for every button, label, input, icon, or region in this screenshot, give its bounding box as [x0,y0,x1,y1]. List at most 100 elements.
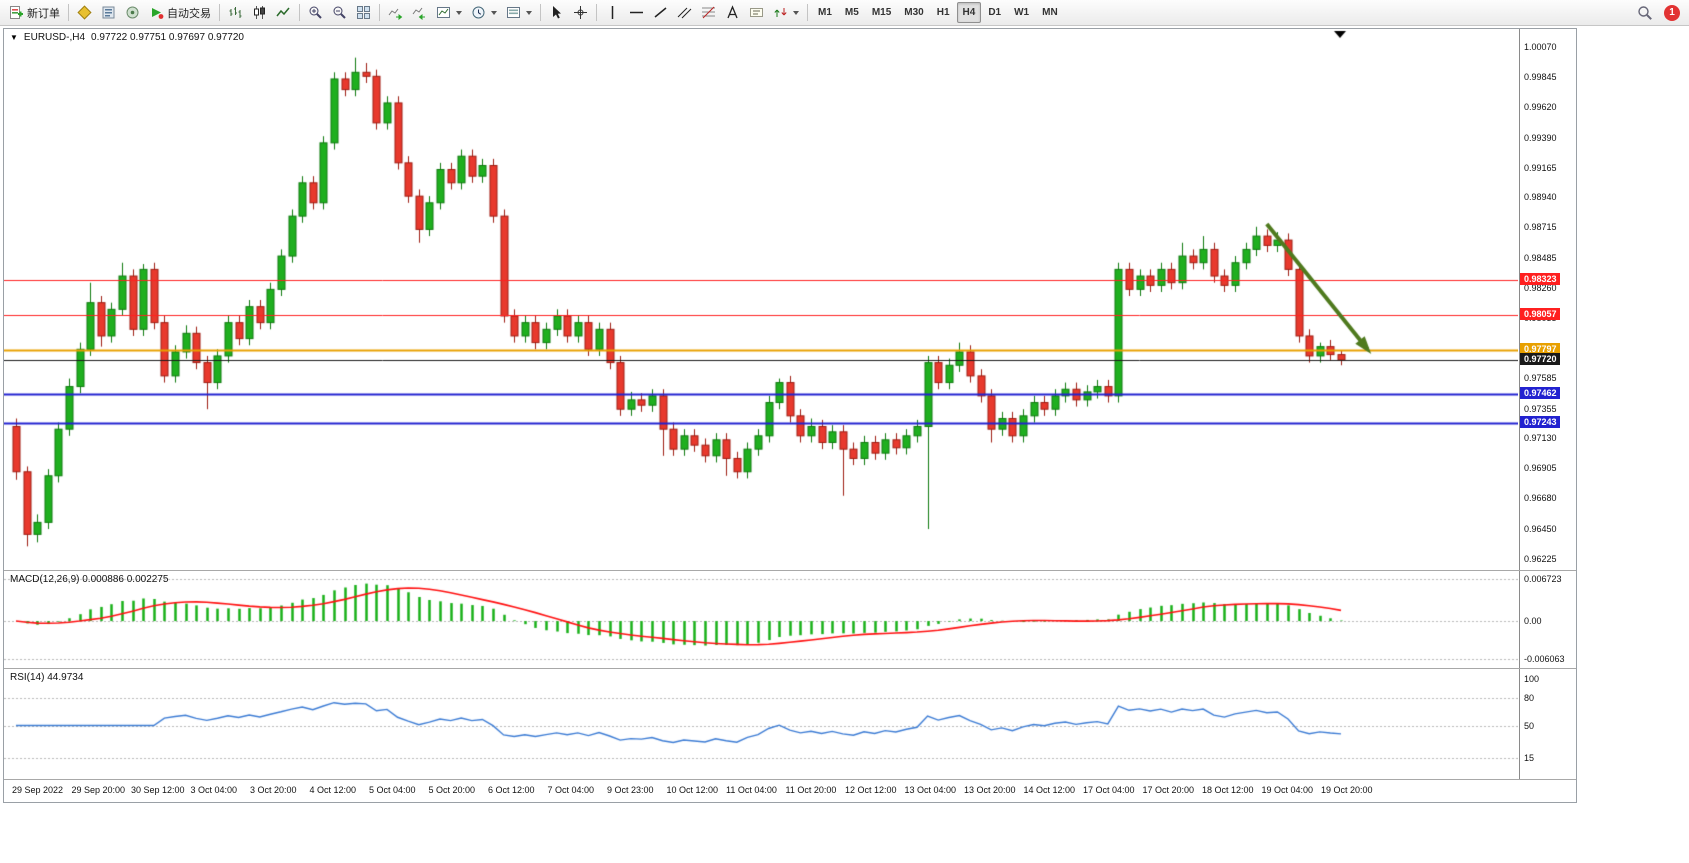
price-line-badge: 0.97797 [1520,342,1560,355]
dropdown-caret-icon [491,10,497,15]
rsi-canvas[interactable] [4,669,1518,779]
macd-canvas[interactable] [4,571,1518,668]
price-line-badge: 0.98057 [1520,308,1560,321]
price-axis-label: 1.00070 [1524,42,1557,52]
time-axis-label: 18 Oct 12:00 [1202,785,1254,795]
auto-scroll-button[interactable] [384,2,407,23]
toolbar-separator [540,4,541,21]
price-line-badge: 0.97720 [1520,352,1560,365]
text-icon [727,5,738,19]
timeframe-h1-button[interactable]: H1 [931,2,956,23]
timeframe-m5-button[interactable]: M5 [839,2,865,23]
time-axis-label: 3 Oct 20:00 [250,785,297,795]
navigator-icon [126,6,139,19]
tile-windows-icon [357,6,370,19]
macd-axis-label: 0.006723 [1524,574,1562,584]
candlestick-chart-button[interactable] [248,2,271,23]
toolbar-separator [807,4,808,21]
line-chart-button[interactable] [272,2,295,23]
fibonacci-button[interactable] [697,2,720,23]
new-chart-button[interactable] [432,2,466,23]
panel-separator[interactable] [4,570,1576,571]
trendline-icon [654,7,667,18]
chart-shift-button[interactable] [408,2,431,23]
rsi-axis-label: 80 [1524,692,1535,703]
dropdown-caret-icon [456,10,462,15]
new-order-button[interactable]: 新订单 [5,2,64,23]
auto-trading-label: 自动交易 [167,7,211,20]
time-axis-label: 29 Sep 2022 [12,785,64,795]
time-axis-label: 29 Sep 20:00 [71,785,126,795]
time-axis-label: 3 Oct 04:00 [190,785,238,795]
bar-chart-icon [229,7,242,18]
auto-trading-button[interactable]: 自动交易 [145,2,215,23]
line-chart-icon [276,7,290,17]
text-button[interactable] [721,2,744,23]
timeframe-mn-button[interactable]: MN [1036,2,1064,23]
templates-button[interactable] [502,2,536,23]
rsi-title-label: RSI(14) 44.9734 [10,672,84,683]
price-axis: 1.00070 0.99845 0.99620 0.99390 0.99165 0.989… [1519,29,1576,570]
dropdown-caret-icon [526,10,532,15]
zoom-in-icon [309,6,322,19]
price-axis-label: 0.97585 [1524,372,1557,383]
search-button[interactable] [1633,2,1657,23]
price-axis-label: 0.98715 [1524,222,1557,233]
price-chart-canvas[interactable] [4,29,1518,570]
timeframe-h4-button[interactable]: H4 [956,2,982,23]
panel-separator[interactable] [4,779,1576,780]
timeframe-d1-button[interactable]: D1 [982,2,1007,23]
chart-collapse-icon: ▼ [10,33,18,42]
time-axis-label: 19 Oct 20:00 [1321,785,1373,795]
notification-badge[interactable]: 1 [1664,4,1680,21]
timeframe-buttons: M1 M5 M15 M30 H1 H4 D1 W1 MN [812,2,1064,23]
trendline-button[interactable] [649,2,672,23]
time-axis: 29 Sep 2022 29 Sep 20:00 30 Sep 12:00 3 Oct… [4,780,1576,802]
market-watch-button[interactable] [97,2,120,23]
price-line-badge: 0.97462 [1520,387,1560,400]
time-axis-label: 30 Sep 12:00 [131,785,185,795]
time-axis-label: 13 Oct 20:00 [964,785,1016,795]
timeframe-m1-button[interactable]: M1 [812,2,838,23]
zoom-in-button[interactable] [304,2,327,23]
template-icon [507,7,520,18]
new-order-label: 新订单 [27,7,60,20]
new-order-icon [10,6,23,19]
panel-separator[interactable] [4,668,1576,669]
channel-button[interactable] [673,2,696,23]
text-label-button[interactable] [745,2,768,23]
price-axis-label: 0.96225 [1524,554,1557,564]
arrows-button[interactable] [769,2,803,23]
cursor-icon [553,6,561,19]
tile-windows-button[interactable] [352,2,375,23]
price-axis-label: 0.96450 [1524,524,1557,535]
toolbar: 新订单 自动交易 [0,0,1689,26]
macd-axis-label: -0.006063 [1524,654,1565,664]
time-axis-label: 9 Oct 23:00 [607,785,654,795]
new-chart-icon [437,7,450,18]
horizontal-line-icon [630,11,643,14]
toolbar-separator [379,4,380,21]
time-axis-label: 4 Oct 12:00 [309,785,357,795]
timeframe-w1-button[interactable]: W1 [1008,2,1035,23]
zoom-out-button[interactable] [328,2,351,23]
time-axis-label: 5 Oct 20:00 [428,785,476,795]
macd-panel: MACD(12,26,9) 0.000886 0.002275 0.006723… [4,571,1576,668]
arrows-icon [774,8,787,17]
channel-icon [677,7,692,19]
time-axis-label: 11 Oct 04:00 [726,785,777,795]
price-axis-label: 0.97355 [1524,403,1557,414]
timeframe-m30-button[interactable]: M30 [898,2,929,23]
crosshair-button[interactable] [569,2,592,23]
navigator-button[interactable] [121,2,144,23]
rsi-axis-label: 50 [1524,720,1535,731]
cursor-button[interactable] [545,2,568,23]
price-line-badge: 0.97243 [1520,416,1560,429]
clock-icon [472,6,485,19]
vertical-line-button[interactable] [601,2,624,23]
periods-button[interactable] [467,2,501,23]
horizontal-line-button[interactable] [625,2,648,23]
bar-chart-button[interactable] [224,2,247,23]
timeframe-m15-button[interactable]: M15 [866,2,897,23]
metaeditor-button[interactable] [73,2,96,23]
